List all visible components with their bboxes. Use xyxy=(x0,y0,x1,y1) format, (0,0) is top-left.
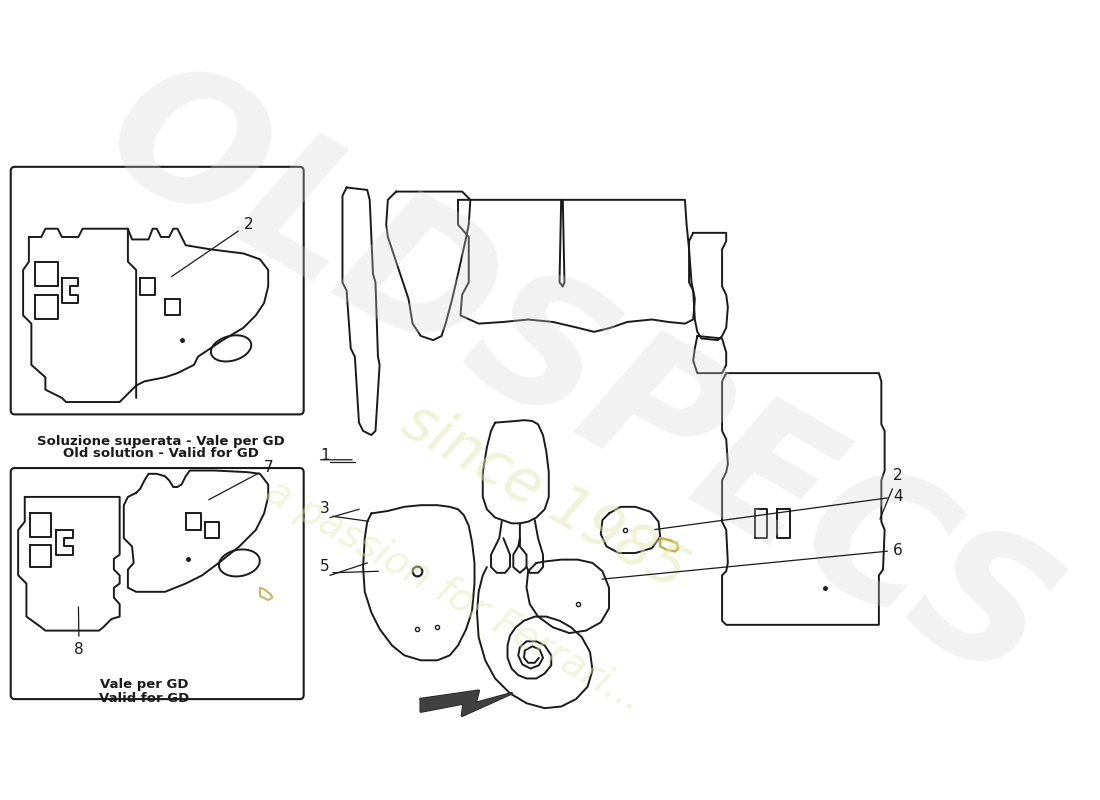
Text: 8: 8 xyxy=(75,607,84,657)
Text: Valid for GD: Valid for GD xyxy=(99,692,189,705)
Text: 6: 6 xyxy=(602,542,903,579)
FancyBboxPatch shape xyxy=(11,167,304,414)
Text: 7: 7 xyxy=(209,460,274,500)
Text: since 1985: since 1985 xyxy=(393,393,697,602)
Text: Vale per GD: Vale per GD xyxy=(100,678,189,691)
Text: a passion for Ferrari...: a passion for Ferrari... xyxy=(258,472,649,719)
Text: Old solution - Valid for GD: Old solution - Valid for GD xyxy=(63,447,258,461)
Polygon shape xyxy=(421,691,512,716)
Text: 2: 2 xyxy=(172,217,253,277)
Text: 1: 1 xyxy=(320,448,330,462)
Text: 2: 2 xyxy=(880,469,902,519)
Text: 4: 4 xyxy=(654,489,902,530)
Text: 5: 5 xyxy=(320,559,330,574)
Text: Soluzione superata - Vale per GD: Soluzione superata - Vale per GD xyxy=(37,435,285,448)
Text: OLDSPECS: OLDSPECS xyxy=(75,40,1080,722)
FancyBboxPatch shape xyxy=(11,468,304,699)
Text: 3: 3 xyxy=(320,502,330,517)
